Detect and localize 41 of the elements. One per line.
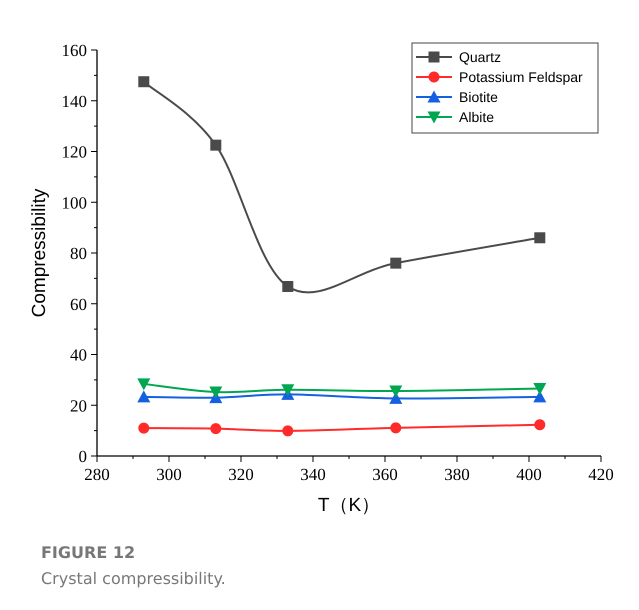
legend-label: Albite <box>459 109 494 125</box>
x-axis-title: T（K） <box>318 495 380 516</box>
point <box>137 390 150 402</box>
y-tick-label: 80 <box>70 244 87 263</box>
point <box>281 384 294 396</box>
point <box>137 378 150 390</box>
text: Crystal compressibility. <box>41 569 226 588</box>
x-tick-label: 340 <box>300 465 326 484</box>
x-tick-label: 360 <box>372 465 398 484</box>
legend-label: Potassium Feldspar <box>459 69 584 85</box>
point <box>390 422 402 434</box>
y-tick-label: 100 <box>62 193 87 212</box>
x-tick-label: 400 <box>516 465 542 484</box>
x-tick-label: 280 <box>84 465 110 484</box>
point <box>138 422 150 434</box>
y-tick-label: 0 <box>78 447 87 466</box>
point <box>209 386 222 399</box>
point <box>533 383 546 396</box>
legend-label: Biotite <box>459 89 498 105</box>
point <box>210 140 222 151</box>
point <box>534 232 546 244</box>
point <box>534 419 546 430</box>
x-tick-label: 300 <box>156 465 182 484</box>
point <box>389 386 402 398</box>
point <box>390 258 402 269</box>
point <box>138 76 150 88</box>
y-tick-label: 40 <box>70 346 87 364</box>
x-tick-label: 320 <box>228 465 254 484</box>
point <box>282 280 294 292</box>
x-tick-label: 380 <box>444 465 470 484</box>
point <box>210 423 222 434</box>
x-tick-label: 420 <box>588 465 614 484</box>
y-axis-title: Compressibility <box>29 188 50 318</box>
text: FIGURE 12 <box>41 543 136 562</box>
y-tick-label: 20 <box>70 396 87 416</box>
y-tick-label: 120 <box>62 142 87 162</box>
y-tick-label: 140 <box>62 92 87 111</box>
point <box>282 425 294 436</box>
y-tick-label: 160 <box>62 41 87 60</box>
y-tick-label: 60 <box>70 294 87 314</box>
legend-label: Quartz <box>459 49 502 65</box>
